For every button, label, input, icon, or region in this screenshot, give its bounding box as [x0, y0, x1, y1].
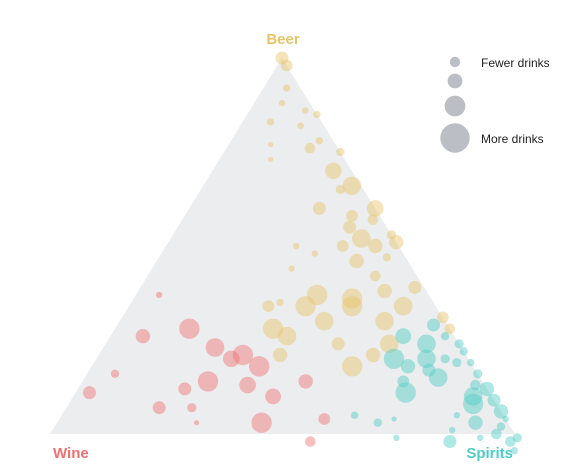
beer-bubble-10	[305, 143, 316, 154]
spirits-bubble-11	[401, 359, 415, 373]
beer-bubble-17	[313, 202, 326, 215]
spirits-bubble-1	[441, 332, 449, 340]
spirits-bubble-5	[460, 347, 468, 355]
beer-bubble-31	[370, 271, 381, 282]
spirits-bubble-37	[513, 433, 522, 442]
spirits-bubble-2	[395, 328, 411, 344]
beer-bubble-33	[377, 284, 391, 298]
wine-bubble-14	[187, 403, 196, 412]
beer-bubble-9	[268, 142, 273, 147]
beer-bubble-8	[316, 137, 323, 144]
legend-label-more: More drinks	[481, 132, 544, 146]
spirits-bubble-10	[452, 358, 461, 367]
wine-bubble-1	[179, 319, 199, 339]
wine-bubble-0	[156, 292, 162, 298]
spirits-bubble-30	[449, 427, 455, 433]
beer-bubble-14	[343, 177, 362, 196]
size-legend: Fewer drinks More drinks	[440, 56, 549, 153]
wine-bubble-10	[239, 377, 256, 394]
beer-bubble-30	[288, 265, 294, 271]
beer-bubble-5	[313, 111, 320, 118]
spirits-bubble-9	[467, 359, 474, 366]
spirits-bubble-23	[454, 412, 460, 418]
spirits-bubble-6	[441, 354, 450, 363]
legend-circle-largest	[440, 123, 469, 152]
wine-bubble-15	[153, 401, 166, 414]
beer-bubble-46	[278, 327, 297, 346]
beer-bubble-16	[367, 200, 384, 217]
beer-bubble-4	[302, 107, 308, 113]
spirits-bubble-24	[503, 416, 509, 422]
vertex-label-spirits: Spirits	[466, 445, 513, 462]
beer-bubble-50	[366, 348, 380, 362]
wine-bubble-12	[83, 386, 96, 399]
spirits-bubble-26	[392, 416, 397, 421]
beer-bubble-36	[276, 299, 283, 306]
beer-bubble-23	[389, 235, 403, 249]
spirits-bubble-28	[468, 416, 482, 430]
wine-bubble-18	[318, 413, 330, 425]
vertex-label-beer: Beer	[266, 31, 300, 48]
beer-bubble-11	[336, 148, 344, 156]
beer-bubble-25	[368, 239, 382, 253]
spirits-bubble-4	[455, 339, 464, 348]
beer-bubble-43	[375, 312, 394, 331]
beer-bubble-37	[295, 296, 315, 316]
beer-bubble-29	[350, 254, 364, 268]
spirits-bubble-0	[427, 319, 440, 332]
wine-bubble-17	[194, 420, 199, 425]
spirits-bubble-32	[393, 435, 399, 441]
spirits-bubble-18	[396, 382, 416, 402]
wine-bubble-6	[249, 356, 269, 376]
wine-bubble-2	[136, 329, 150, 343]
beer-bubble-42	[315, 312, 334, 331]
spirits-bubble-31	[491, 429, 502, 440]
vertex-label-wine: Wine	[53, 445, 89, 462]
spirits-bubble-13	[473, 369, 482, 378]
legend-circle-small	[448, 74, 463, 89]
wine-bubble-16	[251, 413, 271, 433]
beer-bubble-19	[368, 214, 379, 225]
beer-bubble-40	[394, 297, 413, 316]
beer-bubble-51	[342, 356, 362, 376]
wine-bubble-3	[206, 338, 225, 357]
legend-label-fewer: Fewer drinks	[481, 56, 550, 70]
beer-bubble-15	[336, 185, 345, 194]
beer-bubble-32	[408, 281, 421, 294]
beer-bubble-6	[267, 118, 274, 125]
spirits-bubble-27	[374, 419, 382, 427]
wine-bubble-11	[178, 382, 191, 395]
wine-bubble-9	[299, 374, 313, 388]
beer-bubble-12	[268, 157, 273, 162]
beer-bubble-49	[273, 348, 287, 362]
wine-bubble-7	[111, 370, 119, 378]
beer-bubble-20	[343, 221, 356, 234]
beer-bubble-2	[283, 84, 290, 91]
beer-bubble-28	[383, 253, 391, 261]
beer-bubble-13	[325, 163, 342, 180]
spirits-bubble-14	[429, 368, 448, 387]
beer-bubble-7	[298, 123, 304, 129]
wine-bubble-5	[223, 351, 240, 368]
beer-bubble-38	[342, 296, 362, 316]
beer-bubble-27	[312, 250, 318, 256]
spirits-bubble-25	[351, 412, 358, 419]
wine-bubble-19	[305, 436, 316, 447]
spirits-bubble-21	[463, 394, 483, 414]
beer-bubble-26	[293, 243, 299, 249]
spirits-bubble-34	[477, 435, 483, 441]
spirits-bubble-35	[443, 435, 456, 448]
beer-bubble-47	[332, 337, 345, 350]
legend-circle-medium	[445, 96, 466, 117]
beer-bubble-1	[281, 60, 293, 72]
legend-circle-smallest	[450, 57, 460, 67]
wine-bubble-8	[198, 371, 218, 391]
beer-bubble-22	[352, 229, 371, 248]
beer-bubble-39	[263, 300, 275, 312]
beer-bubble-3	[279, 100, 285, 106]
beer-bubble-24	[337, 240, 349, 252]
beer-bubble-18	[346, 210, 358, 222]
wine-bubble-13	[265, 389, 281, 405]
